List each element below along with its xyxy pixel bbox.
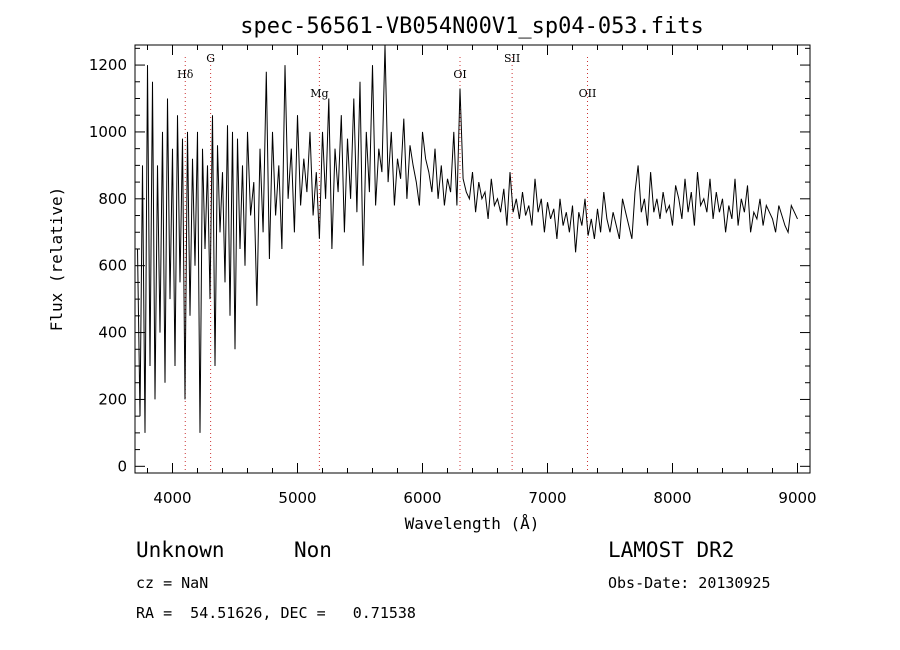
object-class: Unknown bbox=[136, 538, 225, 562]
chart-title: spec-56561-VB054N00V1_sp04-053.fits bbox=[240, 14, 704, 39]
marker-label-g: G bbox=[206, 52, 215, 65]
x-tick-label: 4000 bbox=[153, 489, 191, 507]
y-axis-label: Flux (relative) bbox=[47, 187, 66, 332]
marker-label-oi: OI bbox=[453, 68, 466, 81]
y-axis-ticks: 0 200 400 600 800 1000 1200 bbox=[89, 47, 810, 475]
marker-label-sii: SII bbox=[504, 52, 520, 65]
x-tick-label: 8000 bbox=[653, 489, 691, 507]
y-tick-label: 1200 bbox=[89, 56, 127, 74]
observation-date: Obs-Date: 20130925 bbox=[608, 574, 771, 592]
y-tick-label: 600 bbox=[98, 257, 127, 275]
x-tick-label: 6000 bbox=[403, 489, 441, 507]
y-tick-label: 1000 bbox=[89, 123, 127, 141]
spectrum-chart: spec-56561-VB054N00V1_sp04-053.fits Hδ G M… bbox=[47, 14, 817, 533]
x-tick-label: 5000 bbox=[278, 489, 316, 507]
x-axis-label: Wavelength (Å) bbox=[405, 514, 540, 533]
redshift-cz: cz = NaN bbox=[136, 574, 209, 592]
y-tick-label: 200 bbox=[98, 390, 127, 408]
y-tick-label: 400 bbox=[98, 324, 127, 342]
object-subclass: Non bbox=[294, 538, 332, 562]
x-tick-label: 7000 bbox=[528, 489, 566, 507]
marker-label-oii: OII bbox=[579, 87, 597, 100]
y-tick-label: 0 bbox=[117, 457, 127, 475]
marker-label-mg: Mg bbox=[310, 87, 328, 100]
x-axis-ticks: 4000 5000 6000 7000 8000 9000 bbox=[147, 45, 817, 507]
y-tick-label: 800 bbox=[98, 190, 127, 208]
x-tick-label: 9000 bbox=[778, 489, 816, 507]
survey-name: LAMOST DR2 bbox=[608, 538, 735, 562]
spectrum-line bbox=[137, 44, 798, 433]
marker-label-h: Hδ bbox=[177, 68, 194, 81]
ra-dec-coordinates: RA = 54.51626, DEC = 0.71538 bbox=[136, 604, 416, 622]
